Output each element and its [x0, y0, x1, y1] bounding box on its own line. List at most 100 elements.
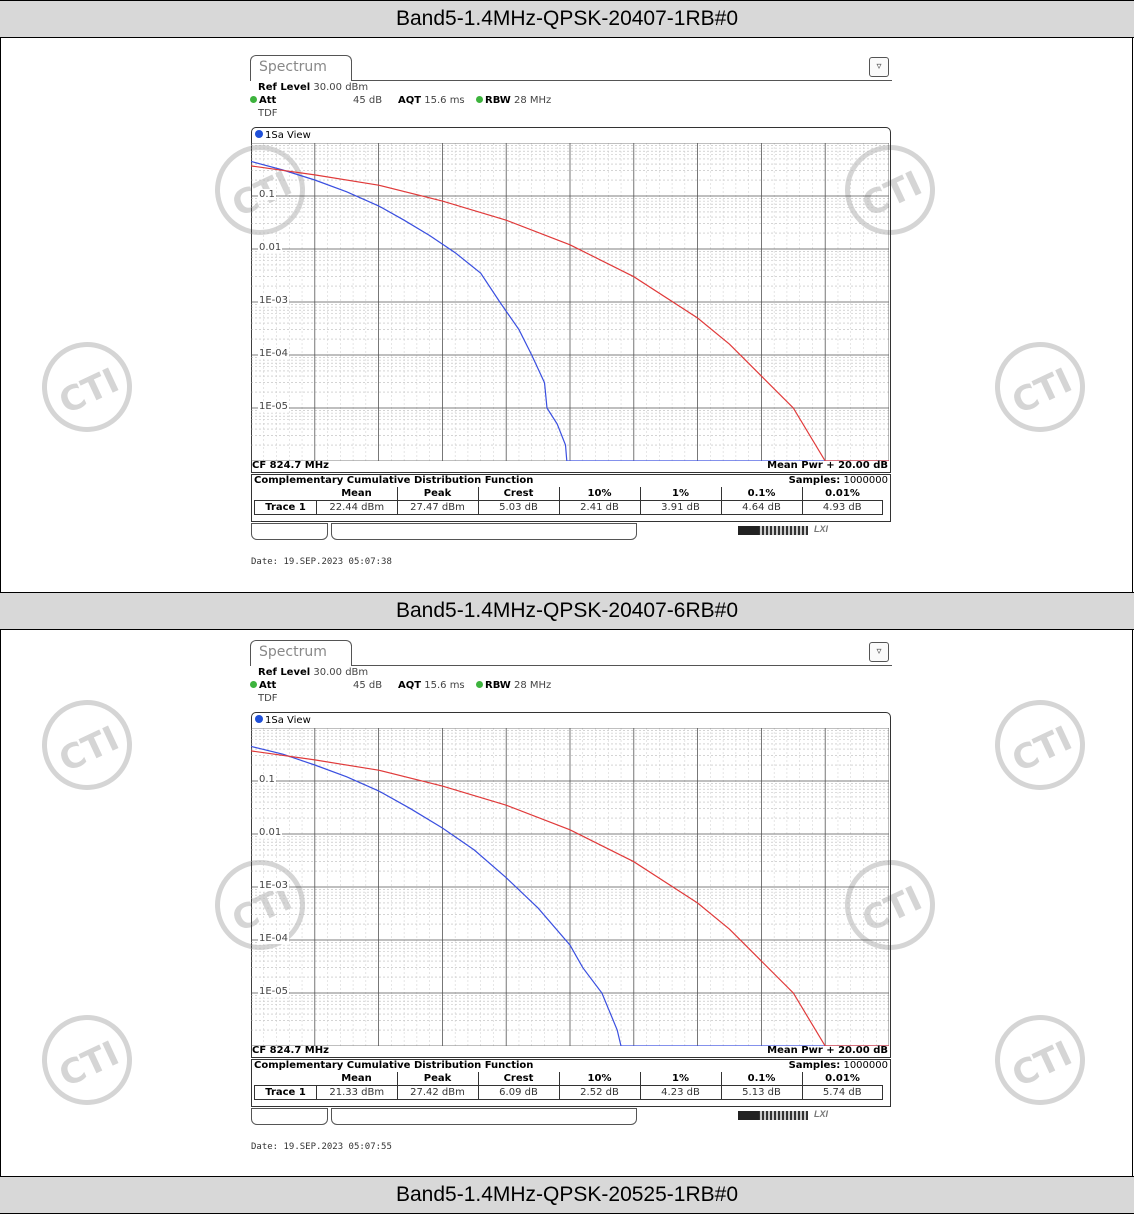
stats-header-cell: 10% — [559, 487, 641, 501]
stats-header-cell: Mean — [316, 487, 398, 501]
tab-divider — [352, 665, 892, 666]
section-title-1: Band5-1.4MHz-QPSK-20407-1RB#0 — [0, 0, 1134, 38]
tab-divider — [352, 80, 892, 81]
tdf-label: TDF — [258, 108, 278, 119]
ref-level-label: Ref Level — [258, 82, 311, 93]
stats-value-cell: 27.47 dBm — [396, 500, 479, 515]
gaussian-reference-line — [251, 750, 889, 1046]
view-label-text: 1Sa View — [265, 715, 311, 726]
trace-dot-icon — [255, 715, 263, 723]
spectrum-panel-2: Spectrum ▿ Ref Level 30.00 dBm Att 45 dB… — [248, 640, 894, 1185]
ccdf-trace-line — [251, 160, 889, 461]
stats-value-cell: 2.52 dB — [558, 1085, 641, 1100]
samples-value: 1000000 — [843, 475, 888, 486]
rbw-label: RBW — [485, 680, 511, 691]
y-tick-label: 1E-03 — [258, 880, 290, 891]
ref-level: Ref Level 30.00 dBm — [258, 667, 368, 678]
mean-pwr-span: Mean Pwr + 20.00 dB — [767, 460, 888, 471]
center-frequency: CF 824.7 MHz — [252, 1045, 329, 1056]
progress-fill — [738, 526, 759, 535]
timestamp: Date: 19.SEP.2023 05:07:38 — [251, 557, 392, 567]
status-field-2[interactable] — [331, 523, 637, 540]
center-frequency: CF 824.7 MHz — [252, 460, 329, 471]
samples-label: Samples: — [788, 1060, 841, 1071]
rbw-value: 28 MHz — [514, 95, 552, 106]
aqt-value: 15.6 ms — [424, 680, 465, 691]
status-bar: LXI — [251, 1108, 891, 1126]
status-field-1[interactable] — [251, 523, 328, 540]
trace-label: Trace 1 — [254, 500, 317, 515]
spectrum-tab[interactable]: Spectrum — [250, 640, 352, 666]
stats-header-cell: 0.1% — [721, 487, 803, 501]
att-value: 45 dB — [353, 95, 383, 106]
stats-header-row: Mean Peak Crest 10% 1% 0.1% 0.01% — [255, 487, 883, 501]
trace-row: Trace 1 21.33 dBm 27.42 dBm 6.09 dB 2.52… — [254, 1085, 883, 1100]
aqt: AQT 15.6 ms — [398, 680, 465, 691]
stats-value-cell: 5.03 dB — [477, 500, 560, 515]
stats-header-cell: 0.1% — [721, 1072, 803, 1086]
att-status-icon — [250, 96, 257, 103]
view-label-text: 1Sa View — [265, 130, 311, 141]
y-tick-label: 1E-05 — [258, 986, 290, 997]
stats-header-cell: Peak — [397, 1072, 479, 1086]
att-value: 45 dB — [353, 680, 383, 691]
stats-value-cell: 22.44 dBm — [316, 500, 398, 515]
view-label[interactable]: 1Sa View — [255, 715, 311, 726]
stats-value-cell: 5.13 dB — [720, 1085, 803, 1100]
stats-header-cell: 0.01% — [802, 487, 883, 501]
spectrum-tab[interactable]: Spectrum — [250, 55, 352, 81]
menu-icon[interactable]: ▿ — [869, 642, 889, 662]
stats-value-cell: 4.64 dB — [720, 500, 803, 515]
view-label[interactable]: 1Sa View — [255, 130, 311, 141]
ref-level-value: 30.00 dBm — [313, 667, 369, 678]
rbw-status-icon — [476, 681, 483, 688]
att-label: Att — [259, 680, 277, 691]
menu-icon[interactable]: ▿ — [869, 57, 889, 77]
aqt: AQT 15.6 ms — [398, 95, 465, 106]
y-tick-label: 0.1 — [258, 189, 276, 200]
samples-label: Samples: — [788, 475, 841, 486]
results-table: Complementary Cumulative Distribution Fu… — [251, 474, 891, 522]
samples-value: 1000000 — [843, 1060, 888, 1071]
tdf-label: TDF — [258, 693, 278, 704]
function-title: Complementary Cumulative Distribution Fu… — [254, 475, 534, 486]
status-field-1[interactable] — [251, 1108, 328, 1125]
rbw: RBW 28 MHz — [476, 95, 551, 106]
gaussian-reference-line — [251, 165, 889, 461]
att-label: Att — [259, 95, 277, 106]
y-tick-label: 1E-04 — [258, 348, 290, 359]
spectrum-tab-label: Spectrum — [259, 644, 327, 660]
spectrum-panel-1: Spectrum ▿ Ref Level 30.00 dBm Att 45 dB… — [248, 55, 894, 600]
progress-bar — [738, 526, 808, 535]
rbw-status-icon — [476, 96, 483, 103]
ccdf-chart — [251, 143, 889, 461]
rbw-label: RBW — [485, 95, 511, 106]
trace-dot-icon — [255, 130, 263, 138]
plot-window: 1Sa View — [251, 712, 891, 1058]
progress-bar — [738, 1111, 808, 1120]
rbw-value: 28 MHz — [514, 680, 552, 691]
att-status-icon — [250, 681, 257, 688]
stats-header-cell: Crest — [478, 1072, 560, 1086]
stats-header-blank — [255, 487, 317, 501]
samples: Samples: 1000000 — [789, 475, 888, 486]
stats-value-cell: 4.23 dB — [639, 1085, 722, 1100]
ccdf-chart — [251, 728, 889, 1046]
plot-window: 1Sa View — [251, 127, 891, 473]
samples: Samples: 1000000 — [789, 1060, 888, 1071]
stats-value-cell: 2.41 dB — [558, 500, 641, 515]
spectrum-tab-label: Spectrum — [259, 59, 327, 75]
stats-header-cell: Peak — [397, 487, 479, 501]
function-title: Complementary Cumulative Distribution Fu… — [254, 1060, 534, 1071]
results-table: Complementary Cumulative Distribution Fu… — [251, 1059, 891, 1107]
trace-label: Trace 1 — [254, 1085, 317, 1100]
rbw: RBW 28 MHz — [476, 680, 551, 691]
stats-header-cell: Crest — [478, 487, 560, 501]
stats-value-cell: 5.74 dB — [801, 1085, 883, 1100]
stats-header-cell: 1% — [640, 1072, 722, 1086]
status-field-2[interactable] — [331, 1108, 637, 1125]
y-tick-label: 1E-05 — [258, 401, 290, 412]
stats-value-cell: 27.42 dBm — [396, 1085, 479, 1100]
trace-row: Trace 1 22.44 dBm 27.47 dBm 5.03 dB 2.41… — [254, 500, 883, 515]
stats-value-cell: 3.91 dB — [639, 500, 722, 515]
